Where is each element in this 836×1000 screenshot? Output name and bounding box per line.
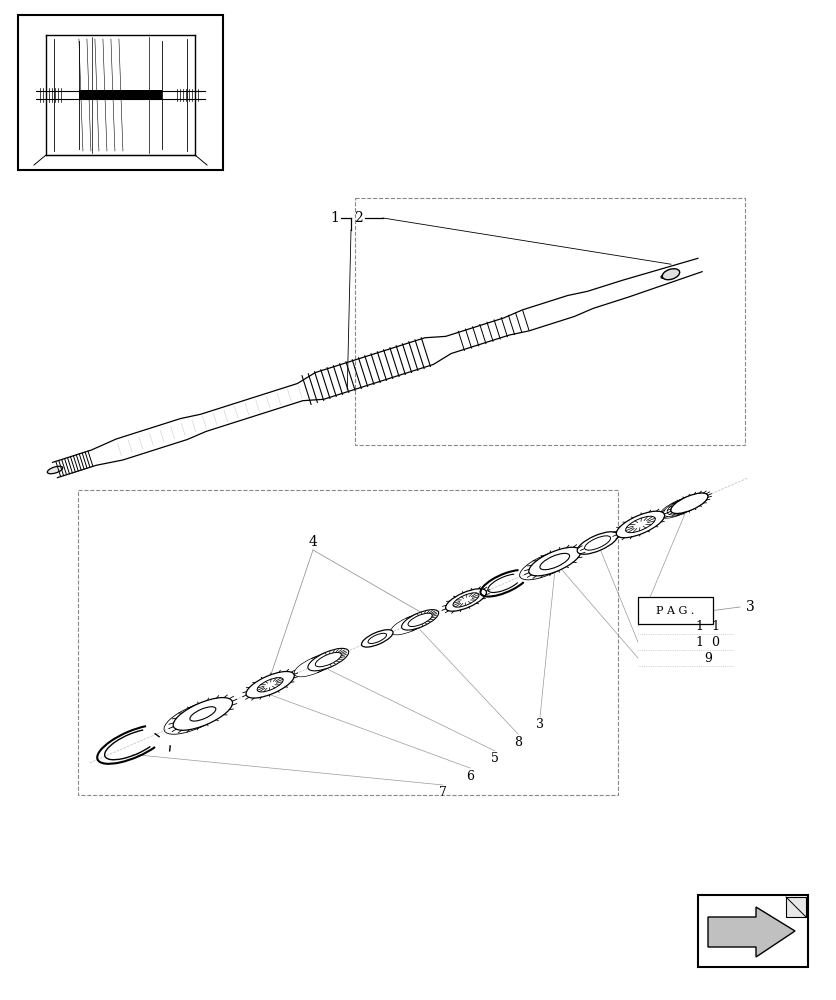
Bar: [698, 895, 808, 967]
Text: 2: 2: [354, 211, 362, 225]
Ellipse shape: [670, 493, 708, 513]
Ellipse shape: [308, 648, 349, 671]
Text: P A G .: P A G .: [656, 605, 695, 615]
Bar: [78, 490, 618, 795]
Ellipse shape: [257, 678, 283, 692]
Text: 7: 7: [439, 786, 447, 800]
Ellipse shape: [401, 610, 439, 630]
Bar: [79, 90, 162, 100]
Ellipse shape: [625, 516, 655, 533]
Text: 3: 3: [746, 600, 754, 614]
Ellipse shape: [584, 536, 610, 550]
Bar: [18, 15, 223, 170]
Text: 8: 8: [514, 736, 522, 748]
Text: 6: 6: [466, 770, 474, 782]
Ellipse shape: [246, 671, 294, 698]
Ellipse shape: [361, 630, 393, 647]
Bar: [355, 198, 745, 445]
Ellipse shape: [408, 613, 432, 626]
Polygon shape: [708, 907, 795, 957]
Ellipse shape: [446, 589, 487, 611]
Ellipse shape: [190, 707, 216, 721]
Ellipse shape: [662, 269, 680, 280]
Ellipse shape: [616, 511, 665, 538]
Ellipse shape: [453, 593, 479, 607]
Text: 1  0: 1 0: [696, 636, 720, 648]
Ellipse shape: [540, 553, 569, 570]
Ellipse shape: [315, 652, 341, 667]
Text: 4: 4: [308, 535, 318, 549]
Text: 9: 9: [704, 652, 712, 664]
Text: 5: 5: [491, 752, 499, 766]
Text: 1  1: 1 1: [696, 619, 720, 633]
Polygon shape: [786, 897, 806, 917]
Ellipse shape: [48, 466, 63, 474]
Text: 1: 1: [330, 211, 339, 225]
Ellipse shape: [529, 547, 581, 576]
Ellipse shape: [368, 633, 386, 644]
Bar: [638, 597, 713, 624]
Ellipse shape: [173, 698, 232, 730]
Text: 3: 3: [536, 718, 544, 732]
Ellipse shape: [661, 272, 675, 278]
Ellipse shape: [577, 532, 618, 554]
